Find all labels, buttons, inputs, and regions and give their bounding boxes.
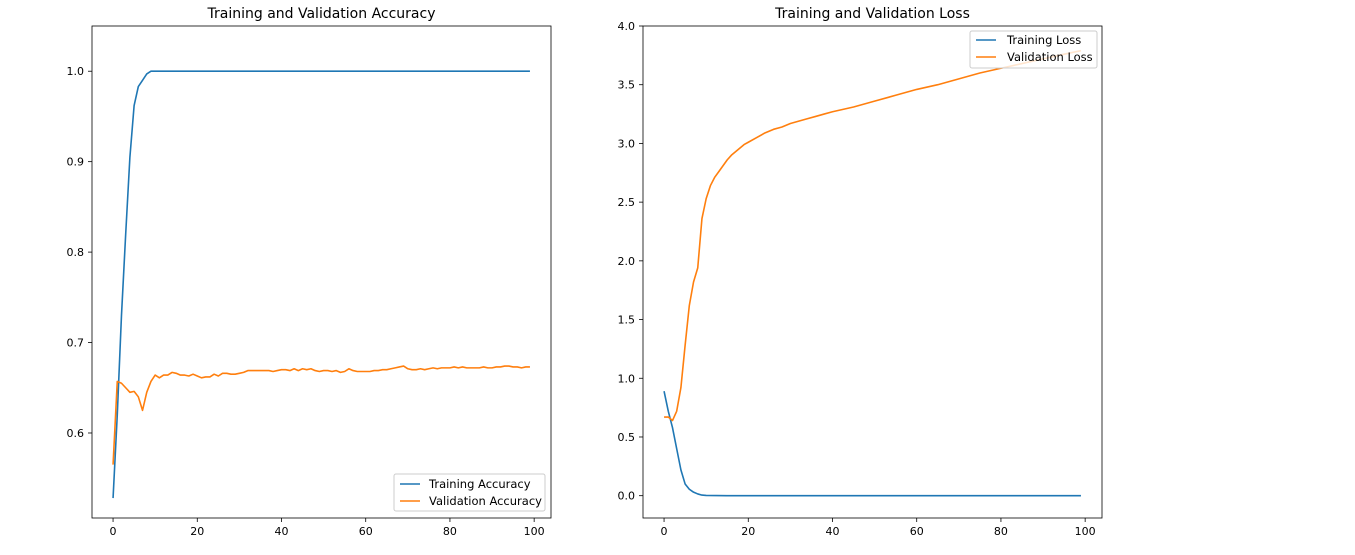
loss-y-tick-label: 4.0 xyxy=(618,20,636,33)
loss-y-tick-label: 0.5 xyxy=(618,431,636,444)
accuracy-training-accuracy-line xyxy=(112,70,530,499)
loss-chart-title: Training and Validation Loss xyxy=(774,6,970,22)
loss-x-tick-label: 60 xyxy=(910,525,924,538)
loss-y-tick-label: 3.0 xyxy=(618,137,636,150)
accuracy-y-tick-label: 1.0 xyxy=(67,65,85,78)
loss-validation-loss-line xyxy=(664,49,1082,422)
accuracy-x-tick-label: 60 xyxy=(359,525,373,538)
accuracy-x-tick-label: 80 xyxy=(443,525,457,538)
loss-x-tick-label: 100 xyxy=(1075,525,1096,538)
accuracy-legend: Training Accuracy Validation Accuracy xyxy=(393,473,546,512)
loss-x-tick-label: 80 xyxy=(994,525,1008,538)
accuracy-legend-validation-label: Validation Accuracy xyxy=(429,494,542,508)
loss-training-loss-line xyxy=(663,391,1081,497)
loss-x-tick-label: 0 xyxy=(661,525,668,538)
loss-y-tick-label: 3.5 xyxy=(618,79,636,92)
accuracy-x-tick-label: 40 xyxy=(274,525,288,538)
loss-legend-validation-label: Validation Loss xyxy=(1007,50,1093,64)
loss-y-tick-label: 2.0 xyxy=(618,255,636,268)
loss-x-tick-label: 40 xyxy=(825,525,839,538)
loss-legend-training-label: Training Loss xyxy=(1006,33,1081,47)
accuracy-y-tick-label: 0.8 xyxy=(67,246,85,259)
loss-y-tick-label: 2.5 xyxy=(618,196,636,209)
loss-y-axis: 0.0 0.5 1.0 1.5 2.0 2.5 3.0 3.5 4.0 xyxy=(618,20,643,503)
accuracy-chart: Training and Validation Accuracy 0 20 40 60… xyxy=(67,6,552,538)
accuracy-y-tick-label: 0.7 xyxy=(67,337,85,350)
accuracy-x-tick-label: 0 xyxy=(110,525,117,538)
accuracy-x-axis: 0 20 40 60 80 100 xyxy=(110,518,545,538)
loss-y-tick-label: 0.0 xyxy=(618,490,636,503)
accuracy-y-tick-label: 0.9 xyxy=(67,156,85,169)
loss-x-tick-label: 20 xyxy=(741,525,755,538)
loss-legend: Training Loss Validation Loss xyxy=(969,30,1098,69)
accuracy-x-tick-label: 100 xyxy=(524,525,545,538)
accuracy-y-tick-label: 0.6 xyxy=(67,427,85,440)
accuracy-legend-box xyxy=(393,473,546,512)
loss-series-lines xyxy=(663,49,1082,497)
loss-x-axis: 0 20 40 60 80 100 xyxy=(661,518,1096,538)
accuracy-legend-training-label: Training Accuracy xyxy=(428,477,531,491)
loss-y-tick-label: 1.0 xyxy=(618,372,636,385)
accuracy-chart-title: Training and Validation Accuracy xyxy=(207,6,436,22)
accuracy-series-lines xyxy=(112,70,530,499)
accuracy-plot-area xyxy=(91,25,552,519)
loss-plot-area xyxy=(642,25,1103,519)
accuracy-validation-accuracy-line xyxy=(112,365,530,465)
loss-legend-box xyxy=(969,30,1098,69)
accuracy-y-axis: 0.6 0.7 0.8 0.9 1.0 xyxy=(67,65,92,440)
loss-y-tick-label: 1.5 xyxy=(618,314,636,327)
loss-chart: Training and Validation Loss 0 20 40 60 80 10… xyxy=(618,6,1103,538)
accuracy-x-tick-label: 20 xyxy=(190,525,204,538)
